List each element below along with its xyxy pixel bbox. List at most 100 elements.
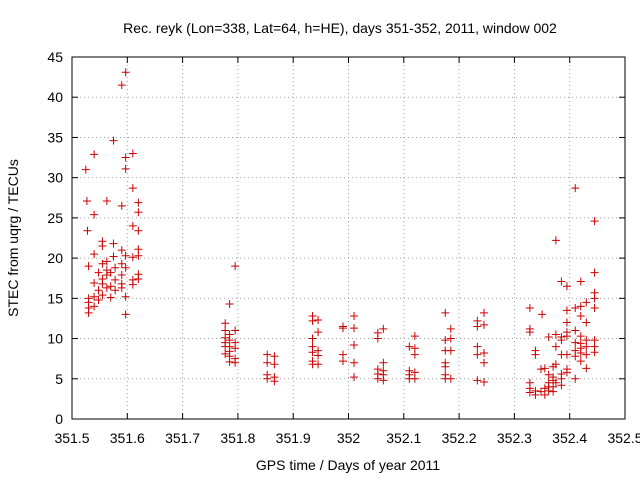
data-point — [544, 332, 553, 341]
data-point — [350, 358, 359, 367]
data-point — [270, 377, 279, 386]
data-point — [270, 352, 279, 361]
data-point — [525, 303, 534, 312]
data-point — [90, 292, 99, 301]
data-point — [102, 257, 111, 266]
data-point — [128, 184, 137, 193]
data-point — [562, 306, 571, 315]
data-point — [270, 360, 279, 369]
data-point — [479, 358, 488, 367]
data-point — [82, 196, 91, 205]
data-point — [94, 286, 103, 295]
data-point — [106, 268, 115, 277]
data-point — [590, 303, 599, 312]
chart-title: Rec. reyk (Lon=338, Lat=64, h=HE), days … — [123, 20, 557, 36]
data-point — [350, 373, 359, 382]
data-point — [134, 208, 143, 217]
data-point — [90, 302, 99, 311]
data-point — [551, 360, 560, 369]
data-point — [576, 349, 585, 358]
data-point — [557, 381, 566, 390]
data-point — [562, 318, 571, 327]
data-point — [549, 387, 558, 396]
data-point — [121, 310, 130, 319]
data-point — [109, 136, 118, 145]
data-point — [106, 293, 115, 302]
data-point — [479, 349, 488, 358]
x-tick-label: 351.6 — [110, 430, 145, 446]
y-tick-label: 35 — [47, 129, 63, 145]
data-point — [128, 149, 137, 158]
data-point — [109, 239, 118, 248]
data-point — [128, 253, 137, 262]
data-point — [410, 374, 419, 383]
data-point — [531, 350, 540, 359]
y-axis: 0 5 10 15 20 25 30 35 40 45 — [47, 49, 625, 427]
data-point — [350, 312, 359, 321]
data-point — [134, 226, 143, 235]
x-tick-label: 352.2 — [442, 430, 477, 446]
data-point — [536, 387, 545, 396]
data-point — [582, 298, 591, 307]
data-point — [571, 352, 580, 361]
data-point — [551, 330, 560, 339]
data-point — [473, 376, 482, 385]
x-tick-label: 352.5 — [607, 430, 640, 446]
data-point — [540, 390, 549, 399]
data-point — [557, 277, 566, 286]
data-point — [221, 319, 230, 328]
data-point — [531, 390, 540, 399]
data-point — [590, 268, 599, 277]
data-point — [81, 165, 90, 174]
data-point — [84, 262, 93, 271]
data-point — [538, 310, 547, 319]
data-point — [225, 299, 234, 308]
data-point — [571, 374, 580, 383]
data-point — [308, 334, 317, 343]
data-point — [231, 344, 240, 353]
y-tick-label: 25 — [47, 210, 63, 226]
data-point — [98, 259, 107, 268]
data-point — [117, 201, 126, 210]
data-point — [473, 342, 482, 351]
data-point — [479, 320, 488, 329]
data-point — [263, 374, 272, 383]
x-axis-label: GPS time / Days of year 2011 — [256, 457, 440, 473]
data-point — [90, 279, 99, 288]
data-point — [117, 283, 126, 292]
data-point — [308, 348, 317, 357]
data-point — [314, 316, 323, 325]
y-tick-label: 40 — [47, 89, 63, 105]
data-point — [582, 364, 591, 373]
data-point — [576, 312, 585, 321]
y-tick-label: 10 — [47, 331, 63, 347]
data-point — [576, 357, 585, 366]
x-tick-label: 351.8 — [220, 430, 255, 446]
y-axis-label: STEC from uqrg / TECUs — [5, 159, 21, 317]
data-point — [121, 68, 130, 77]
data-point — [98, 279, 107, 288]
data-point — [544, 386, 553, 395]
data-point — [479, 377, 488, 386]
y-tick-label: 0 — [55, 411, 63, 427]
data-point — [314, 351, 323, 360]
data-point — [263, 350, 272, 359]
x-tick-label: 351.9 — [276, 430, 311, 446]
data-point — [94, 295, 103, 304]
data-point — [410, 350, 419, 359]
data-point — [536, 365, 545, 374]
data-point — [314, 360, 323, 369]
data-point — [134, 198, 143, 207]
data-point — [98, 291, 107, 300]
data-point — [134, 251, 143, 260]
data-point — [571, 184, 580, 193]
data-point — [121, 292, 130, 301]
data-point — [111, 286, 120, 295]
x-tick-label: 352.4 — [552, 430, 587, 446]
data-point — [350, 324, 359, 333]
data-point — [446, 334, 455, 343]
data-point — [479, 308, 488, 317]
data-point — [576, 277, 585, 286]
data-point — [410, 332, 419, 341]
data-point — [562, 282, 571, 291]
